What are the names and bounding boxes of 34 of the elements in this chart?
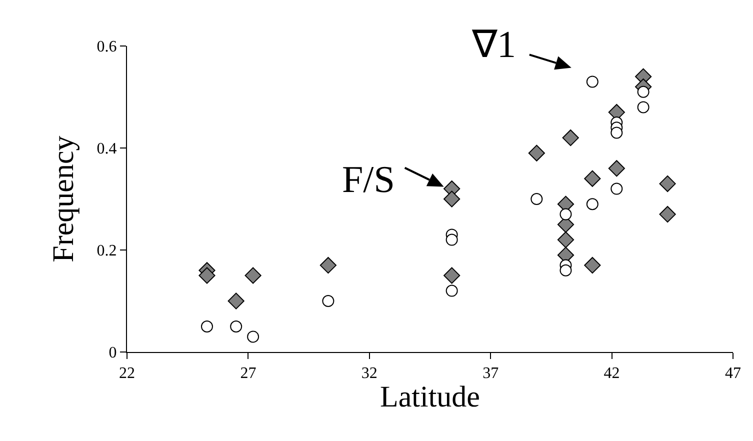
point (584, 257, 601, 274)
x-tick-label: 42 (604, 365, 620, 382)
x-tick-label: 27 (240, 365, 256, 382)
point (659, 175, 676, 192)
point (610, 126, 623, 139)
x-tick-label: 22 (119, 365, 135, 382)
point (584, 170, 601, 187)
point (586, 198, 598, 210)
y-tick-label: 0.2 (96, 242, 117, 260)
point (560, 208, 572, 220)
annotation: F/S (342, 159, 395, 201)
point (444, 190, 460, 208)
point (244, 267, 262, 284)
point (444, 267, 460, 284)
y-tick-label: 0.4 (96, 140, 117, 158)
point (562, 130, 579, 146)
y-axis-title: Frequency (46, 136, 80, 262)
point (608, 160, 625, 177)
y-tick-label: 0.6 (96, 38, 117, 56)
x-axis-title: Latitude (380, 380, 480, 414)
x-tick-label: 37 (482, 365, 499, 382)
point (659, 206, 676, 223)
annotation: ∇1 (471, 24, 516, 66)
point (637, 86, 650, 98)
x-tick-label: 32 (361, 365, 378, 382)
point (528, 144, 545, 162)
y-tick-label: 0 (108, 344, 117, 362)
point (557, 232, 574, 248)
point (560, 264, 572, 276)
point (228, 292, 244, 310)
point (320, 257, 336, 274)
point (198, 267, 216, 284)
x-tick-label: 47 (725, 365, 741, 382)
point (446, 234, 458, 246)
